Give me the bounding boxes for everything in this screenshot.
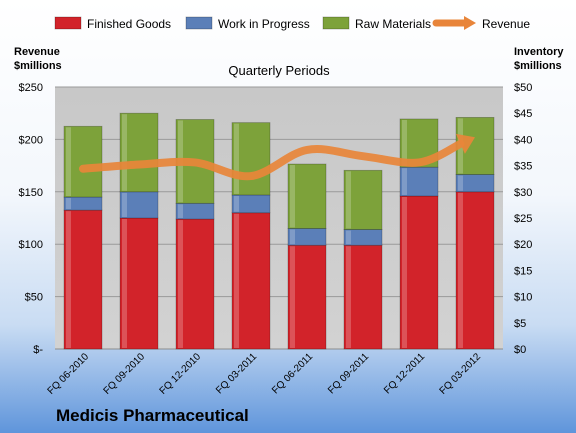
right-tick-label: $10	[514, 292, 532, 304]
left-axis-label-line2: $millions	[14, 60, 62, 72]
bars	[63, 112, 495, 350]
finished-goods-bar-highlight	[346, 246, 351, 348]
finished-goods-bar	[175, 218, 215, 350]
raw-materials-bar	[119, 112, 159, 193]
work-in-progress-bar-highlight	[290, 229, 295, 245]
right-axis-ticks: $0 $5 $10 $15 $20 $25 $30 $35 $40 $45 $50	[514, 82, 532, 356]
raw-materials-bar-highlight	[234, 123, 239, 194]
left-tick-label: $200	[19, 134, 43, 146]
work-in-progress-bar-highlight	[234, 195, 239, 212]
work-in-progress-bar-highlight	[178, 204, 183, 219]
work-in-progress-bar	[119, 191, 159, 219]
right-tick-label: $5	[514, 318, 526, 330]
left-tick-label: $100	[19, 239, 43, 251]
finished-goods-bar	[287, 244, 327, 350]
category-label: FQ 03-2011	[214, 351, 259, 396]
finished-goods-bar-highlight	[234, 213, 239, 348]
finished-goods-bar	[455, 191, 495, 350]
category-label: FQ 03-2012	[438, 351, 484, 397]
work-in-progress-bar-highlight	[402, 168, 407, 195]
finished-goods-bar-highlight	[458, 192, 463, 348]
revenue-line	[79, 139, 465, 181]
legend-label: Work in Progress	[218, 17, 310, 31]
right-tick-label: $15	[514, 265, 532, 277]
revenue-legend-arrowhead	[464, 16, 476, 30]
finished-goods-legend-swatch	[54, 16, 82, 30]
legend: Finished Goods Work in Progress Raw Materi…	[54, 16, 530, 31]
right-tick-label: $25	[514, 213, 532, 225]
work-in-progress-bar-highlight	[122, 192, 127, 217]
right-tick-label: $0	[514, 344, 526, 356]
legend-label: Raw Materials	[355, 17, 431, 31]
right-axis-label-line1: Inventory	[514, 46, 564, 58]
left-tick-label: $150	[19, 187, 43, 199]
work-in-progress-legend-swatch	[185, 16, 213, 30]
left-tick-label: $250	[19, 82, 43, 94]
right-axis-label-line2: $millions	[514, 60, 562, 72]
x-axis-ticks: FQ 06-2010 FQ 09-2010 FQ 12-2010 FQ 03-2011…	[46, 351, 484, 397]
finished-goods-bar-highlight	[402, 196, 407, 348]
work-in-progress-bar-highlight	[458, 175, 463, 191]
raw-materials-bar	[287, 163, 327, 229]
category-label: FQ 12-2010	[158, 351, 204, 397]
raw-materials-bar-highlight	[122, 114, 127, 191]
left-tick-label: $-	[33, 344, 43, 356]
left-tick-label: $50	[25, 292, 43, 304]
raw-materials-bar-highlight	[290, 165, 295, 228]
chart-title: Quarterly Periods	[228, 63, 330, 78]
left-axis-ticks: $- $50 $100 $150 $200 $250	[19, 82, 44, 356]
finished-goods-bar-highlight	[122, 219, 127, 348]
raw-materials-bar-highlight	[346, 171, 351, 229]
finished-goods-bar	[119, 217, 159, 350]
raw-materials-bar-highlight	[66, 127, 71, 197]
category-label: FQ 09-2011	[326, 351, 371, 396]
company-name: Medicis Pharmaceutical	[56, 406, 249, 425]
raw-materials-bar	[343, 169, 383, 230]
work-in-progress-bar-highlight	[66, 198, 71, 210]
raw-materials-bar	[63, 125, 103, 198]
finished-goods-bar-highlight	[178, 220, 183, 348]
right-tick-label: $50	[514, 82, 532, 94]
category-label: FQ 06-2010	[46, 351, 92, 397]
finished-goods-bar-highlight	[290, 246, 295, 348]
finished-goods-bar	[63, 209, 103, 350]
right-tick-label: $30	[514, 187, 532, 199]
category-label: FQ 12-2011	[382, 351, 427, 396]
right-tick-label: $20	[514, 239, 532, 251]
right-tick-label: $45	[514, 108, 532, 120]
category-label: FQ 09-2010	[102, 351, 148, 397]
work-in-progress-bar-highlight	[346, 230, 351, 245]
revenue-arrowhead	[455, 133, 475, 154]
finished-goods-bar	[343, 244, 383, 350]
finished-goods-bar	[399, 195, 439, 350]
finished-goods-bar-highlight	[66, 211, 71, 348]
raw-materials-bar-highlight	[402, 119, 407, 167]
right-tick-label: $40	[514, 134, 532, 146]
finished-goods-bar	[231, 212, 271, 350]
raw-materials-bar	[231, 122, 271, 196]
left-axis-label-line1: Revenue	[14, 46, 60, 58]
category-label: FQ 06-2011	[270, 351, 315, 396]
legend-label: Finished Goods	[87, 17, 171, 31]
raw-materials-legend-swatch	[322, 16, 350, 30]
legend-label: Revenue	[482, 17, 530, 31]
right-tick-label: $35	[514, 161, 532, 173]
